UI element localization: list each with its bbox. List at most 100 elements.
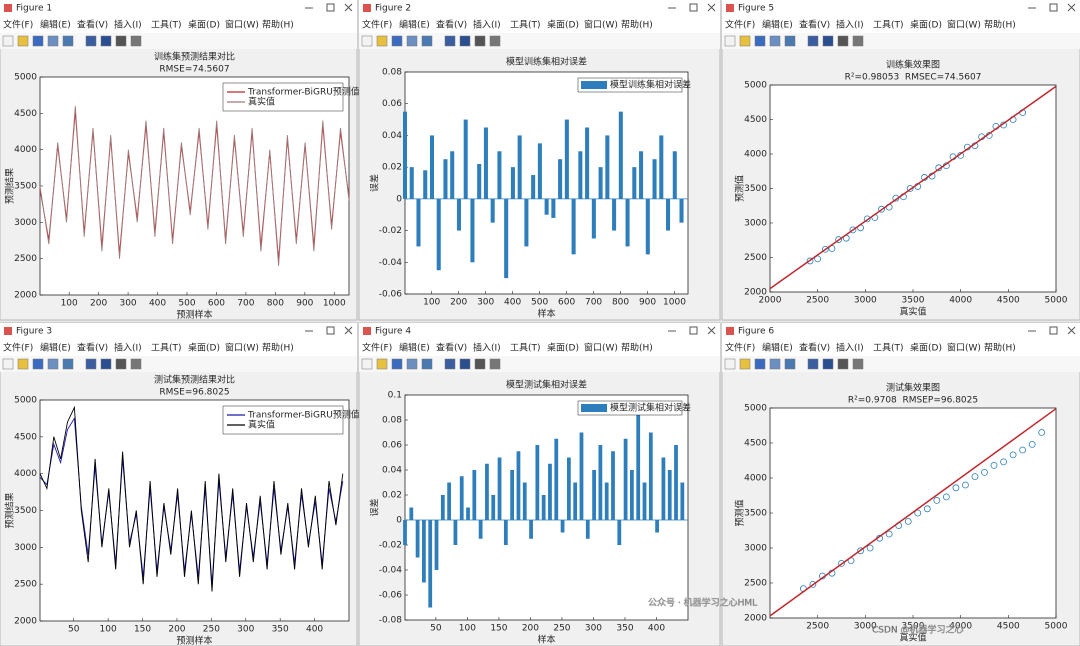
maximize-button[interactable] [689, 326, 698, 335]
toolbar-button[interactable] [822, 358, 834, 370]
toolbar-button[interactable] [852, 358, 864, 370]
toolbar-button[interactable] [115, 35, 127, 47]
toolbar-button[interactable] [100, 35, 112, 47]
maximize-button[interactable] [1049, 326, 1058, 335]
menu-item[interactable]: 查看(V) [77, 19, 108, 31]
close-button[interactable] [707, 3, 716, 12]
menu-item[interactable]: 桌面(D) [547, 19, 579, 31]
toolbar-button[interactable] [421, 358, 433, 370]
toolbar-button[interactable] [406, 358, 418, 370]
menu-item[interactable]: 桌面(D) [188, 19, 220, 31]
menu-item[interactable]: 查看(V) [436, 342, 467, 354]
menu-item[interactable]: 窗口(W) [225, 19, 259, 31]
menu-item[interactable]: 插入(I) [473, 342, 501, 354]
menu-item[interactable]: 窗口(W) [584, 19, 618, 31]
menu-item[interactable]: 桌面(D) [188, 342, 220, 354]
toolbar-button[interactable] [459, 35, 471, 47]
menu-item[interactable]: 工具(T) [510, 343, 541, 354]
toolbar-button[interactable] [489, 358, 501, 370]
menu-item[interactable]: 帮助(H) [262, 342, 294, 354]
menu-item[interactable]: 编辑(E) [762, 19, 793, 31]
close-button[interactable] [344, 3, 353, 12]
menu-item[interactable]: 桌面(D) [910, 342, 942, 354]
toolbar-button[interactable] [85, 358, 97, 370]
menu-item[interactable]: 帮助(H) [984, 19, 1016, 31]
toolbar-button[interactable] [361, 358, 373, 370]
menu-item[interactable]: 插入(I) [114, 342, 142, 354]
menu-item[interactable]: 插入(I) [836, 19, 864, 31]
toolbar-button[interactable] [100, 358, 112, 370]
menu-item[interactable]: 桌面(D) [910, 19, 942, 31]
toolbar-button[interactable] [115, 358, 127, 370]
toolbar-button[interactable] [852, 35, 864, 47]
toolbar-button[interactable] [32, 358, 44, 370]
menu-item[interactable]: 查看(V) [436, 19, 467, 31]
toolbar-button[interactable] [130, 358, 142, 370]
toolbar-button[interactable] [444, 358, 456, 370]
toolbar-button[interactable] [85, 35, 97, 47]
toolbar-button[interactable] [391, 358, 403, 370]
toolbar-button[interactable] [837, 358, 849, 370]
toolbar-button[interactable] [421, 35, 433, 47]
menu-item[interactable]: 编辑(E) [40, 19, 71, 31]
menu-item[interactable]: 窗口(W) [584, 342, 618, 354]
toolbar-button[interactable] [724, 35, 736, 47]
toolbar-button[interactable] [739, 35, 751, 47]
menu-item[interactable]: 编辑(E) [399, 19, 430, 31]
menu-item[interactable]: 文件(F) [725, 342, 755, 354]
menu-item[interactable]: 文件(F) [362, 19, 392, 31]
toolbar-button[interactable] [47, 35, 59, 47]
menu-item[interactable]: 文件(F) [3, 19, 33, 31]
menu-item[interactable]: 帮助(H) [621, 342, 653, 354]
maximize-button[interactable] [326, 3, 335, 12]
menu-item[interactable]: 插入(I) [473, 19, 501, 31]
menu-item[interactable]: 查看(V) [799, 342, 830, 354]
menu-item[interactable]: 文件(F) [725, 19, 755, 31]
toolbar-button[interactable] [807, 35, 819, 47]
toolbar-button[interactable] [474, 35, 486, 47]
menu-item[interactable]: 帮助(H) [984, 342, 1016, 354]
menu-item[interactable]: 查看(V) [799, 19, 830, 31]
menu-item[interactable]: 编辑(E) [762, 342, 793, 354]
toolbar-button[interactable] [2, 35, 14, 47]
maximize-button[interactable] [689, 3, 698, 12]
menu-item[interactable]: 工具(T) [873, 343, 904, 354]
menu-item[interactable]: 文件(F) [362, 342, 392, 354]
toolbar-button[interactable] [391, 35, 403, 47]
toolbar-button[interactable] [17, 35, 29, 47]
toolbar-button[interactable] [724, 358, 736, 370]
toolbar-button[interactable] [2, 358, 14, 370]
toolbar-button[interactable] [32, 35, 44, 47]
toolbar-button[interactable] [62, 358, 74, 370]
toolbar-button[interactable] [769, 358, 781, 370]
menu-item[interactable]: 工具(T) [873, 20, 904, 31]
menu-item[interactable]: 帮助(H) [621, 19, 653, 31]
toolbar-button[interactable] [754, 35, 766, 47]
menu-item[interactable]: 工具(T) [151, 20, 182, 31]
menu-item[interactable]: 文件(F) [3, 342, 33, 354]
menu-item[interactable]: 工具(T) [510, 20, 541, 31]
menu-item[interactable]: 窗口(W) [947, 19, 981, 31]
close-button[interactable] [1067, 326, 1076, 335]
menu-item[interactable]: 编辑(E) [399, 342, 430, 354]
menu-item[interactable]: 窗口(W) [947, 342, 981, 354]
maximize-button[interactable] [326, 326, 335, 335]
toolbar-button[interactable] [459, 358, 471, 370]
toolbar-button[interactable] [807, 358, 819, 370]
toolbar-button[interactable] [754, 358, 766, 370]
toolbar-button[interactable] [130, 35, 142, 47]
toolbar-button[interactable] [406, 35, 418, 47]
toolbar-button[interactable] [376, 358, 388, 370]
menu-item[interactable]: 编辑(E) [40, 342, 71, 354]
toolbar-button[interactable] [769, 35, 781, 47]
toolbar-button[interactable] [822, 35, 834, 47]
toolbar-button[interactable] [474, 358, 486, 370]
toolbar-button[interactable] [489, 35, 501, 47]
menu-item[interactable]: 工具(T) [151, 343, 182, 354]
toolbar-button[interactable] [739, 358, 751, 370]
menu-item[interactable]: 窗口(W) [225, 342, 259, 354]
toolbar-button[interactable] [784, 35, 796, 47]
menu-item[interactable]: 插入(I) [114, 19, 142, 31]
toolbar-button[interactable] [837, 35, 849, 47]
close-button[interactable] [344, 326, 353, 335]
